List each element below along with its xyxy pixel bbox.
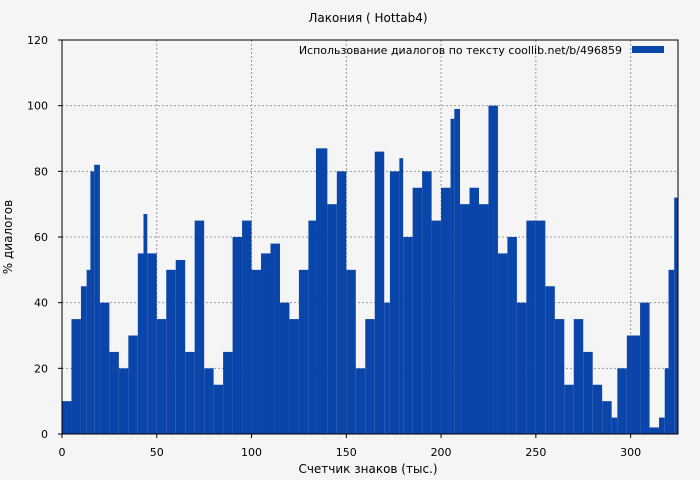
y-tick-label: 40 — [34, 297, 48, 310]
bar — [128, 335, 138, 434]
bar — [422, 171, 432, 435]
bar — [664, 368, 669, 434]
y-axis-label: % диалогов — [1, 200, 15, 274]
bar — [403, 237, 413, 434]
bar — [223, 351, 233, 434]
bar — [592, 384, 603, 434]
bar — [478, 204, 489, 434]
bar — [289, 319, 299, 434]
bar — [384, 302, 390, 434]
bar — [431, 220, 442, 434]
bar — [308, 220, 316, 434]
bar — [355, 368, 366, 434]
bar — [374, 151, 385, 434]
x-tick-label: 150 — [336, 446, 357, 459]
bar — [62, 401, 72, 434]
bar — [545, 286, 555, 434]
x-tick-label: 100 — [241, 446, 262, 459]
bar — [336, 171, 347, 435]
bar — [399, 158, 404, 434]
bar — [109, 351, 119, 434]
bar — [71, 319, 81, 434]
bar — [118, 368, 129, 434]
bar — [270, 243, 280, 434]
x-tick-label: 0 — [59, 446, 66, 459]
bar — [346, 269, 356, 434]
bar — [251, 269, 262, 434]
x-axis-label: Счетчик знаков (тыс.) — [298, 462, 437, 476]
legend: Использование диалогов по тексту coollib… — [299, 44, 664, 57]
bar — [90, 171, 95, 435]
bar — [327, 204, 337, 434]
bar — [94, 164, 100, 434]
bar — [315, 148, 328, 434]
bar — [454, 108, 461, 434]
bar — [86, 269, 91, 434]
bar — [469, 187, 479, 434]
y-tick-label: 0 — [41, 428, 48, 441]
bar — [640, 302, 650, 434]
bar — [365, 319, 375, 434]
legend-swatch — [632, 46, 664, 53]
bar — [554, 319, 565, 434]
y-tick-label: 20 — [34, 362, 48, 375]
chart-title: Лакония ( Hottab4) — [308, 11, 427, 25]
bar — [668, 269, 675, 434]
bar — [143, 214, 148, 434]
bar — [185, 351, 195, 434]
bar — [298, 269, 309, 434]
x-tick-label: 200 — [431, 446, 452, 459]
bar — [626, 335, 641, 434]
y-tick-label: 60 — [34, 231, 48, 244]
bar — [488, 105, 498, 435]
bar — [441, 187, 451, 434]
bar — [175, 259, 186, 434]
bar — [617, 368, 627, 434]
bar — [564, 384, 574, 434]
legend-label: Использование диалогов по тексту coollib… — [299, 44, 622, 57]
x-tick-label: 250 — [525, 446, 546, 459]
bar — [450, 118, 455, 435]
bar — [213, 384, 224, 434]
bar — [204, 368, 214, 434]
bar — [460, 204, 470, 434]
bar — [232, 237, 243, 434]
bar — [535, 220, 546, 434]
bar — [242, 220, 252, 434]
bars — [62, 105, 678, 435]
bar — [649, 427, 660, 434]
bar — [611, 417, 618, 434]
y-tick-label: 120 — [27, 34, 48, 47]
bar — [137, 253, 144, 434]
x-tick-label: 300 — [620, 446, 641, 459]
bar — [147, 253, 157, 434]
y-tick-label: 100 — [27, 100, 48, 113]
bar — [659, 417, 665, 434]
ticks: 0 20 40 60 80 100 120 0 50 100 150 200 250 300 — [27, 34, 641, 459]
bar — [526, 220, 536, 434]
bar — [99, 302, 110, 434]
bar — [194, 220, 205, 434]
bar — [412, 187, 423, 434]
bar — [156, 319, 167, 434]
bar — [507, 237, 517, 434]
bar — [80, 286, 87, 434]
bar — [674, 197, 678, 434]
bar — [166, 269, 176, 434]
bar — [583, 351, 593, 434]
bar — [279, 302, 290, 434]
bar — [261, 253, 271, 434]
bar — [389, 171, 400, 435]
bar — [602, 401, 612, 434]
bar — [497, 253, 508, 434]
x-tick-label: 50 — [150, 446, 164, 459]
bar — [516, 302, 527, 434]
bar — [573, 319, 584, 434]
y-tick-label: 80 — [34, 165, 48, 178]
